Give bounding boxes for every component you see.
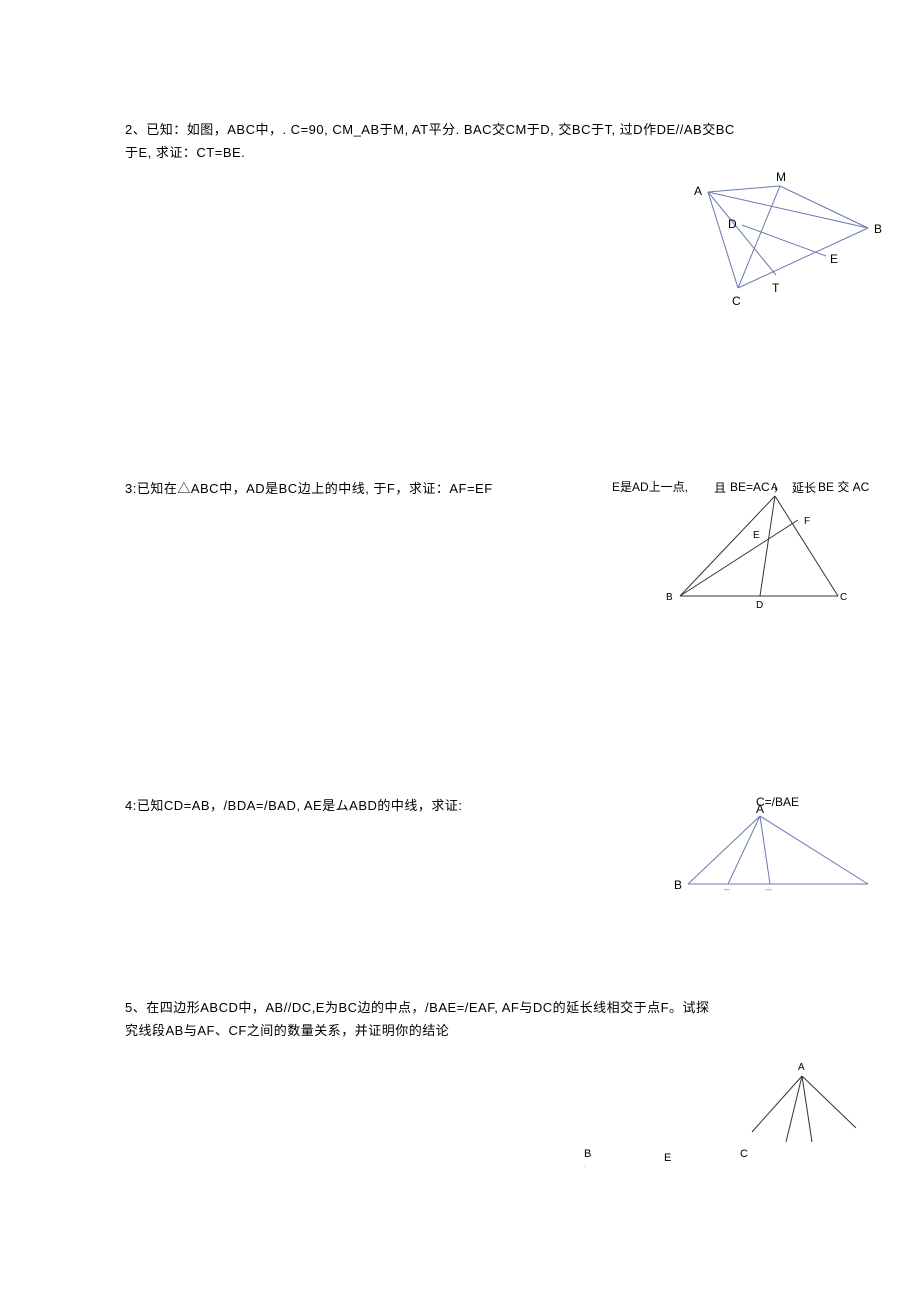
p5-label-B: B <box>584 1148 591 1160</box>
p5-label-E: E <box>664 1152 671 1164</box>
p5-vertex-A: A <box>798 1062 805 1073</box>
p5-label-C: C <box>740 1148 748 1160</box>
p5-label-B-sub: . <box>584 1160 586 1169</box>
